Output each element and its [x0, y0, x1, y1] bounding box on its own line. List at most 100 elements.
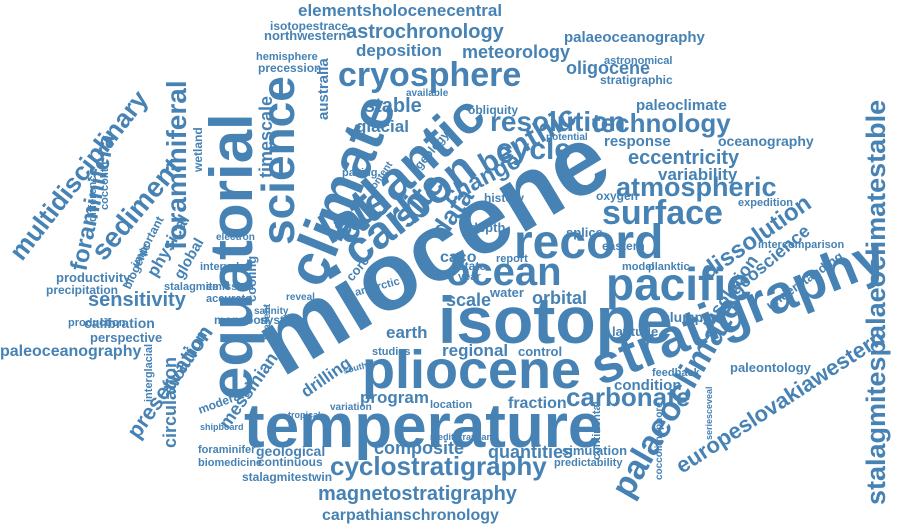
word-program: program [360, 388, 429, 407]
word-electron: electron [216, 232, 255, 243]
word-biomedicine: biomedicine [198, 457, 262, 469]
word-predictability: predictability [554, 457, 623, 469]
word-coccolithophore: coccolithophore [654, 402, 665, 480]
word-astronomical: astronomical [604, 55, 672, 67]
word-atmospheric: atmospheric [616, 172, 777, 202]
word-meteorology: meteorology [462, 42, 570, 62]
word-resolution: resolution [490, 106, 625, 137]
word-clumped: clumped [662, 309, 720, 325]
word-reveal: reveal [286, 292, 315, 303]
word-palaeoceanography: palaeoceanography [564, 29, 706, 46]
word-variation: variation [330, 402, 372, 413]
word-calibration: calibration [84, 315, 155, 331]
word-continuous: continuous [258, 455, 323, 469]
word-circulation: circulation [160, 357, 180, 448]
word-control: control [518, 344, 562, 359]
word-foraminiferal: foraminiferal [161, 80, 192, 250]
word-stalagmitespalaeoclimatestable: stalagmitespalaeoclimatestable [861, 100, 891, 505]
word-orbital: orbital [532, 288, 587, 308]
word-technology: technology [592, 108, 731, 138]
word-pacing: pacing [342, 167, 377, 179]
word-sensitivity: sensitivity [88, 289, 187, 311]
word-production: production [68, 317, 126, 329]
word-carbonate: carbonate [566, 382, 690, 412]
word-paleoclimate: paleoclimate [636, 97, 727, 114]
word-caco: caco [440, 249, 477, 266]
word-variability: variability [658, 165, 738, 184]
word-fraction: fraction [508, 395, 567, 412]
word-obliquity: obliquity [468, 103, 518, 117]
word-oceanography: oceanography [718, 133, 814, 149]
word-splice: splice [566, 225, 603, 240]
word-foraminifer: foraminifer [198, 444, 256, 456]
word-quantities: quantities [488, 442, 573, 462]
word-surface: surface [602, 194, 723, 232]
word-pacific: pacific [606, 258, 752, 310]
word-available: available [406, 88, 449, 99]
word-hemisphere: hemisphere [256, 51, 318, 63]
word-precession: precession [258, 61, 321, 75]
word-stable: stable [364, 95, 422, 117]
word-science: science [252, 76, 304, 245]
word-expedition: expedition [738, 197, 793, 209]
word-emission: emission [206, 281, 254, 293]
word-response: response [604, 133, 671, 150]
word-cryosphere: cryosphere [338, 56, 521, 94]
word-regional: regional [442, 341, 508, 360]
word-glacial: glacial [356, 117, 409, 136]
word-scale: scale [446, 290, 491, 310]
word-stalagmite: stalagmite [164, 281, 218, 293]
word-seriesceveal: seriesceveal [704, 386, 714, 440]
word-mediterranean: mediterranean [430, 432, 492, 442]
word-oligocene: oligocene [566, 58, 650, 78]
word-simulation: simulation [562, 443, 627, 458]
word-composite: composite [374, 438, 464, 458]
word-system: system [260, 313, 301, 327]
word-model: model [622, 261, 654, 273]
word-difference: difference [87, 169, 99, 222]
word-eastern: eastern [602, 239, 645, 253]
word-shipboard: shipboard [200, 422, 244, 432]
word-continental: continental [591, 401, 603, 460]
word-perspective: perspective [90, 330, 162, 345]
word-northwestern: northwestern [264, 28, 346, 43]
word-potential: potential [546, 132, 588, 143]
word-productivity: productivity [56, 270, 131, 285]
word-earth: earth [386, 323, 428, 342]
word-studies: studies [372, 346, 411, 358]
word-report: report [496, 253, 528, 265]
word-equatorial: equatorial [198, 113, 265, 400]
word-water: water [489, 285, 524, 300]
word-cyclostratigraphy: cyclostratigraphy [330, 451, 547, 481]
word-cycle: cycle [496, 133, 571, 166]
word-timescale: timescale [256, 96, 276, 178]
word-eccentricity: eccentricity [628, 147, 740, 169]
word-isotopestrace: isotopestrace [270, 19, 348, 33]
word-history: history [484, 191, 524, 205]
word-precipitation: precipitation [46, 283, 118, 297]
word-cooling: cooling [244, 256, 259, 302]
word-condition: condition [614, 377, 682, 394]
word-latitude: latitude [612, 324, 658, 339]
word-wetland: wetland [191, 127, 205, 173]
word-interglacial: interglacial [143, 344, 155, 402]
word-australia: australia [315, 58, 332, 120]
word-depth: depth [470, 220, 505, 235]
word-temperature: temperature [244, 392, 602, 461]
word-salinity: salinity [254, 306, 289, 317]
word-paleontology: paleontology [730, 360, 812, 375]
word-present: present [262, 303, 273, 340]
word-astrochronology: astrochronology [346, 21, 505, 43]
word-tropical: tropical [288, 410, 321, 420]
word-state: state [458, 259, 486, 273]
word-interval: interval [200, 261, 239, 273]
word-coccolith: coccolith [99, 161, 111, 210]
word-ocean: ocean [446, 250, 562, 294]
word-intercomparison: intercomparison [758, 239, 844, 251]
word-stratigraphic: stratigraphic [600, 73, 673, 87]
word-feedback: feedback [652, 367, 701, 379]
word-deposition: deposition [356, 41, 442, 60]
word-location: location [430, 399, 472, 411]
